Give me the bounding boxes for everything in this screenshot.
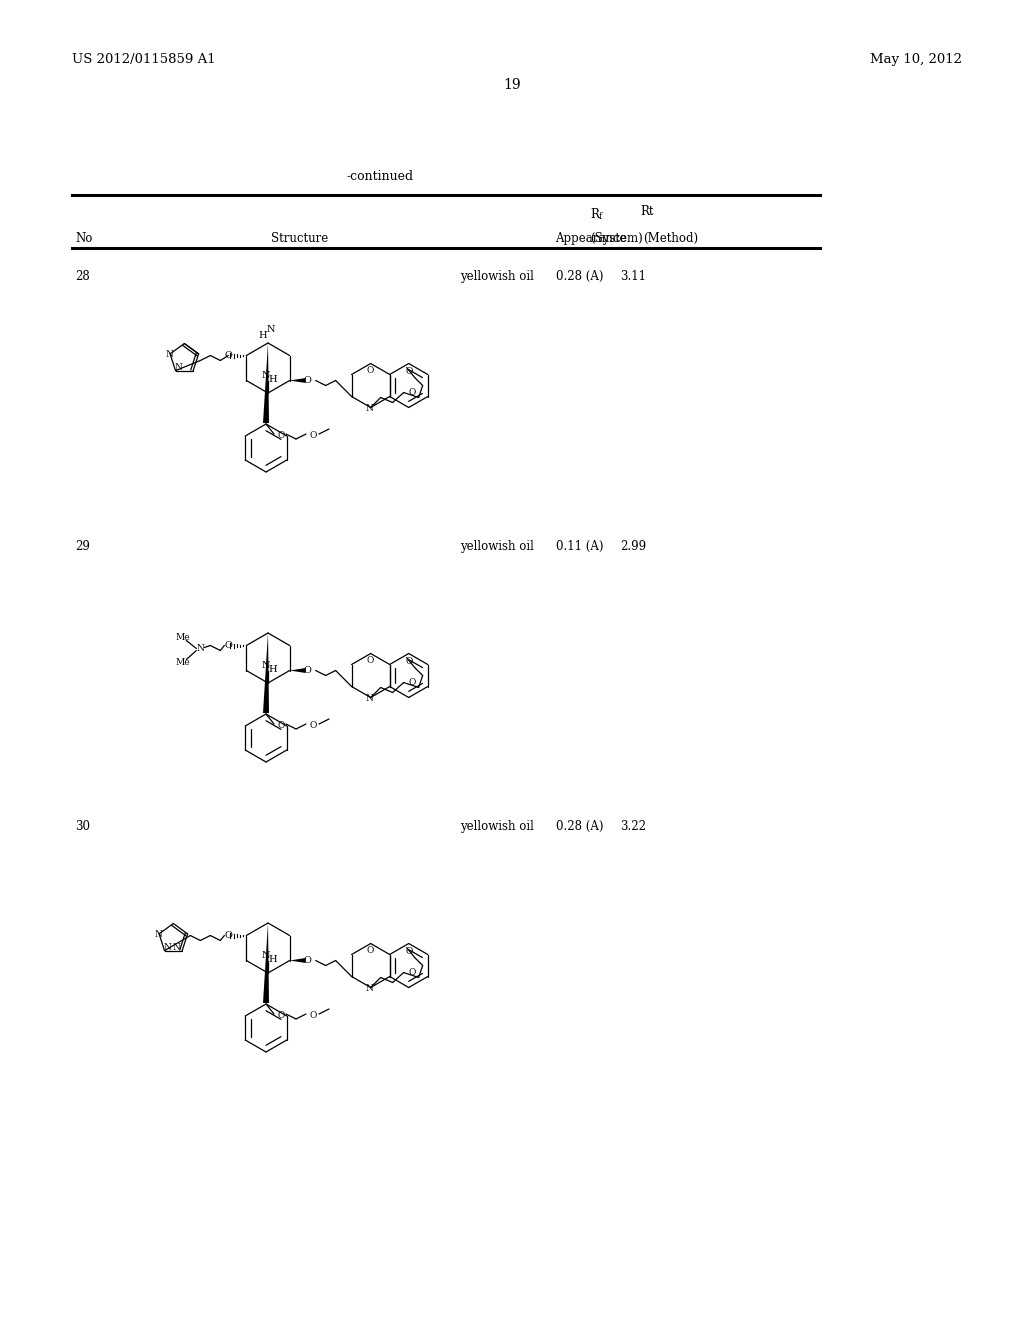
Text: O: O (309, 1011, 316, 1020)
Text: 3.11: 3.11 (620, 271, 646, 282)
Text: f: f (599, 213, 602, 220)
Text: R: R (590, 209, 599, 220)
Text: Appearance: Appearance (555, 232, 627, 246)
Text: O: O (367, 946, 375, 954)
Polygon shape (263, 634, 269, 713)
Text: O: O (304, 956, 311, 965)
Polygon shape (290, 378, 305, 383)
Text: Rt: Rt (640, 205, 653, 218)
Text: N: N (175, 363, 182, 372)
Text: N: N (262, 371, 270, 380)
Text: 0.11 (A): 0.11 (A) (556, 540, 603, 553)
Polygon shape (290, 958, 305, 964)
Text: O: O (304, 376, 311, 385)
Text: N: N (366, 983, 374, 993)
Text: N: N (366, 404, 374, 413)
Text: (Method): (Method) (643, 232, 698, 246)
Text: H: H (268, 375, 278, 384)
Text: 0.28 (A): 0.28 (A) (556, 820, 603, 833)
Text: 30: 30 (75, 820, 90, 833)
Text: N: N (197, 644, 204, 653)
Polygon shape (263, 343, 269, 424)
Text: -continued: -continued (346, 170, 414, 183)
Text: 3.22: 3.22 (620, 820, 646, 833)
Text: yellowish oil: yellowish oil (460, 271, 534, 282)
Text: O: O (409, 678, 417, 686)
Text: O: O (406, 367, 414, 376)
Text: O: O (367, 366, 375, 375)
Text: H: H (259, 330, 267, 339)
Text: O: O (367, 656, 375, 665)
Text: 28: 28 (75, 271, 90, 282)
Text: May 10, 2012: May 10, 2012 (870, 53, 962, 66)
Text: O: O (309, 722, 316, 730)
Text: N: N (164, 942, 171, 952)
Text: yellowish oil: yellowish oil (460, 820, 534, 833)
Text: N: N (155, 931, 162, 940)
Text: O: O (409, 968, 417, 977)
Polygon shape (263, 923, 269, 1003)
Text: O: O (278, 1011, 285, 1020)
Text: 0.28 (A): 0.28 (A) (556, 271, 603, 282)
Text: H: H (268, 956, 278, 965)
Text: Me: Me (175, 657, 189, 667)
Text: N: N (366, 694, 374, 704)
Text: O: O (278, 432, 285, 441)
Text: O: O (304, 667, 311, 675)
Text: Me: Me (175, 634, 189, 642)
Text: O: O (224, 351, 232, 360)
Text: H: H (268, 665, 278, 675)
Text: O: O (309, 432, 316, 441)
Text: N: N (266, 326, 275, 334)
Text: N: N (262, 660, 270, 669)
Text: O: O (406, 657, 414, 667)
Text: 19: 19 (503, 78, 521, 92)
Text: yellowish oil: yellowish oil (460, 540, 534, 553)
Text: 2.99: 2.99 (620, 540, 646, 553)
Text: O: O (278, 722, 285, 730)
Text: N: N (262, 950, 270, 960)
Text: O: O (224, 642, 232, 649)
Text: O: O (406, 946, 414, 956)
Text: O: O (224, 931, 232, 940)
Text: Structure: Structure (271, 232, 329, 246)
Text: No: No (75, 232, 92, 246)
Text: O: O (409, 388, 417, 397)
Polygon shape (290, 668, 305, 673)
Text: N: N (165, 350, 173, 359)
Text: (System): (System) (590, 232, 643, 246)
Text: N: N (172, 942, 180, 952)
Text: 29: 29 (75, 540, 90, 553)
Text: US 2012/0115859 A1: US 2012/0115859 A1 (72, 53, 216, 66)
